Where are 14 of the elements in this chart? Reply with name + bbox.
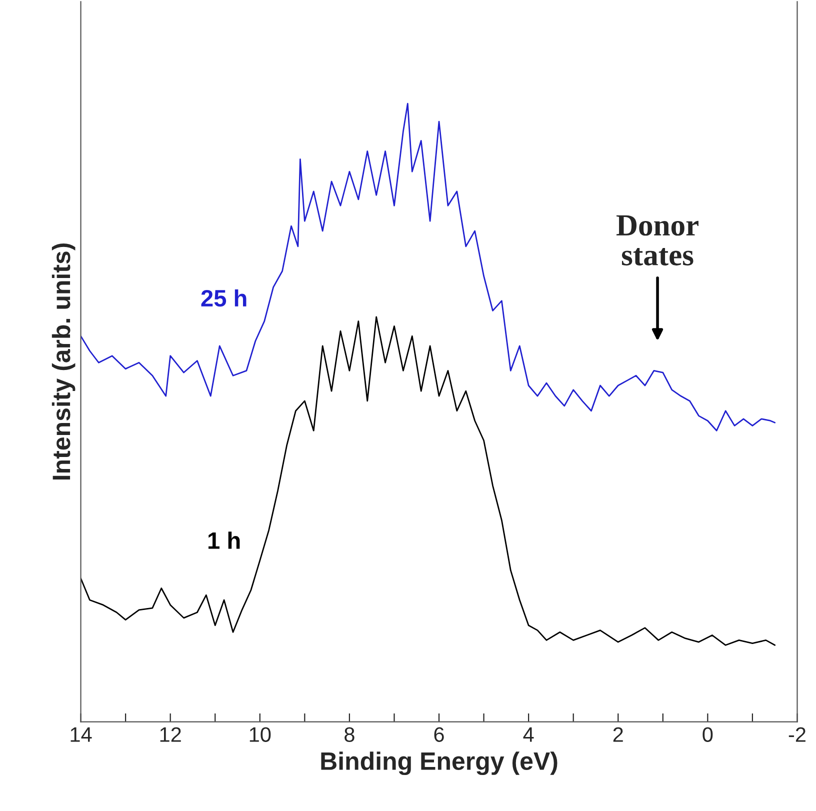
x-axis-title: Binding Energy (eV)	[321, 752, 558, 776]
x-tick-label: 2	[613, 727, 623, 742]
series-label: 1 h	[208, 532, 240, 549]
x-tick-label: 14	[70, 727, 92, 742]
x-tick-label: 0	[702, 727, 713, 742]
x-tick-label: 10	[250, 727, 271, 742]
annotation: Donor states	[616, 215, 698, 266]
series-label: 25 h	[201, 289, 246, 307]
x-tick-label: 6	[434, 727, 444, 742]
x-tick-label: 8	[344, 727, 354, 742]
x-tick-label: 4	[523, 727, 534, 742]
x-tick-label: 12	[160, 727, 181, 742]
y-axis-title: Intensity (arb. units)	[52, 243, 76, 480]
x-tick-label: -2	[788, 727, 806, 742]
